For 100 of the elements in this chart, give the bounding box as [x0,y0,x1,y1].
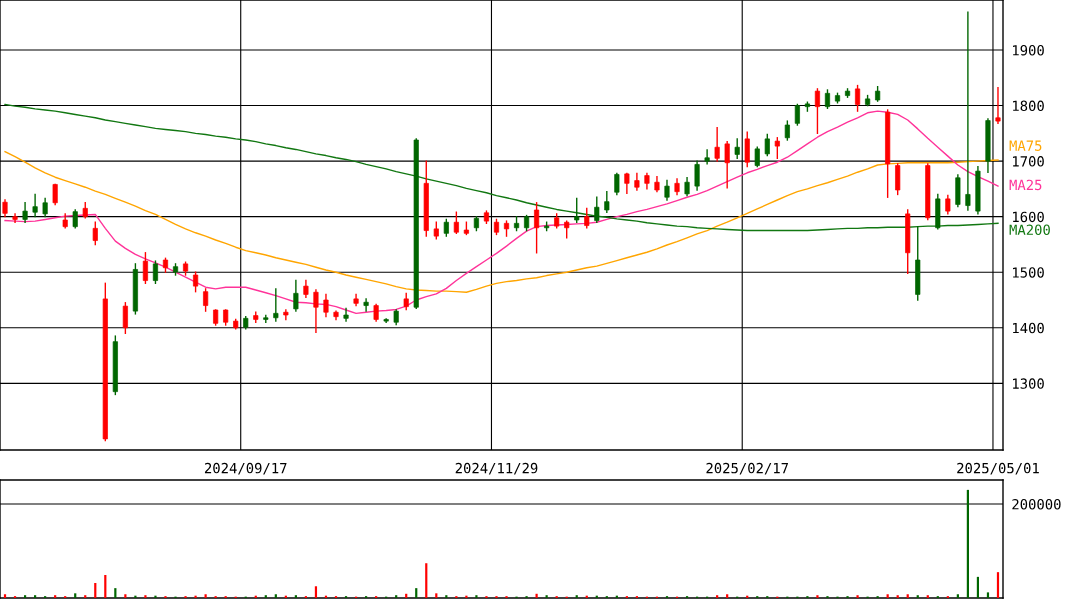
series-label: MA25 [1009,179,1042,191]
candlestick [122,302,128,335]
candlestick [313,289,319,333]
candlestick [965,11,971,211]
candlestick [193,271,199,293]
bar [274,594,277,599]
x-tick-label: 2025/05/01 [957,462,1039,475]
candlestick [995,87,1001,125]
candlestick [734,138,740,160]
candlestick [594,196,600,223]
line-series [4,103,999,232]
bar [264,595,267,599]
candlestick [273,288,279,322]
bar [435,593,438,599]
bar [124,594,127,599]
x-tick-label: 2025/02/17 [706,462,788,475]
candlestick [32,193,38,218]
bar [23,595,27,599]
bar [194,595,197,599]
bar [34,595,37,599]
bar [726,594,729,599]
bar [134,595,137,599]
bar [545,595,548,599]
bar [74,593,77,599]
series-label: MA75 [1009,140,1042,151]
bar [84,595,87,599]
candlestick [945,194,951,215]
bar [816,595,819,599]
bar [445,595,448,599]
candlestick [814,88,820,135]
bar [54,595,57,599]
candlestick [624,172,630,195]
bar [966,489,969,599]
bar [395,595,398,599]
candlestick [323,293,329,318]
candlestick [142,252,148,285]
bar [425,563,428,599]
x-tick-label: 2024/09/17 [204,462,287,475]
candlestick [42,197,48,218]
series-label: MA200 [1009,224,1050,235]
y-tick-label: 1800 [1013,100,1044,112]
y-tick-label: 1600 [1013,211,1044,223]
bar [114,588,117,599]
bar [896,595,899,599]
candlestick [704,149,710,165]
bar [204,594,207,599]
candlestick [774,137,780,160]
candlestick [203,288,209,312]
candlestick [293,279,299,312]
candlestick [534,202,540,254]
bar [144,595,147,599]
candlestick [754,146,760,168]
bar [575,595,578,599]
line-series [4,150,999,293]
candlestick [152,260,159,285]
bar [475,595,478,599]
bar [856,595,859,599]
bar [415,588,418,599]
candlestick [12,213,18,223]
bar [104,574,107,599]
bar [716,595,719,599]
candlestick [604,190,610,213]
y-tick-label: 1300 [1013,378,1044,389]
candlestick [584,207,590,229]
candlestick [453,211,459,235]
candlestick [283,309,289,321]
candlestick [694,160,700,191]
candlestick [824,89,831,110]
bar [956,594,959,599]
line-series [4,110,999,315]
candlestick [343,307,349,322]
bar [3,594,7,599]
candlestick [22,202,28,223]
candlestick [92,221,98,246]
y-tick-label: 200000 [1012,498,1061,510]
bar [154,595,157,599]
bar [94,582,97,599]
bar [294,595,297,599]
bar [986,592,990,599]
candlestick [614,172,620,196]
candlestick [363,298,369,312]
candlestick [744,131,750,168]
y-tick-label: 1900 [1013,45,1044,56]
bar [996,572,1000,599]
candlestick [794,103,800,126]
candlestick [574,197,580,223]
y-tick-label: 1700 [1013,156,1044,167]
candlestick [764,133,770,157]
bar [926,595,929,599]
candlestick [855,84,861,112]
y-tick-label: 1400 [1013,322,1044,334]
candlestick [664,179,670,201]
candlestick [714,127,720,162]
candlestick [52,183,58,206]
bar [906,594,909,599]
y-tick-label: 1500 [1013,267,1044,278]
bar [886,594,889,599]
bar [314,586,318,599]
candlestick [784,120,790,141]
x-tick-label: 2024/11/29 [455,462,538,475]
